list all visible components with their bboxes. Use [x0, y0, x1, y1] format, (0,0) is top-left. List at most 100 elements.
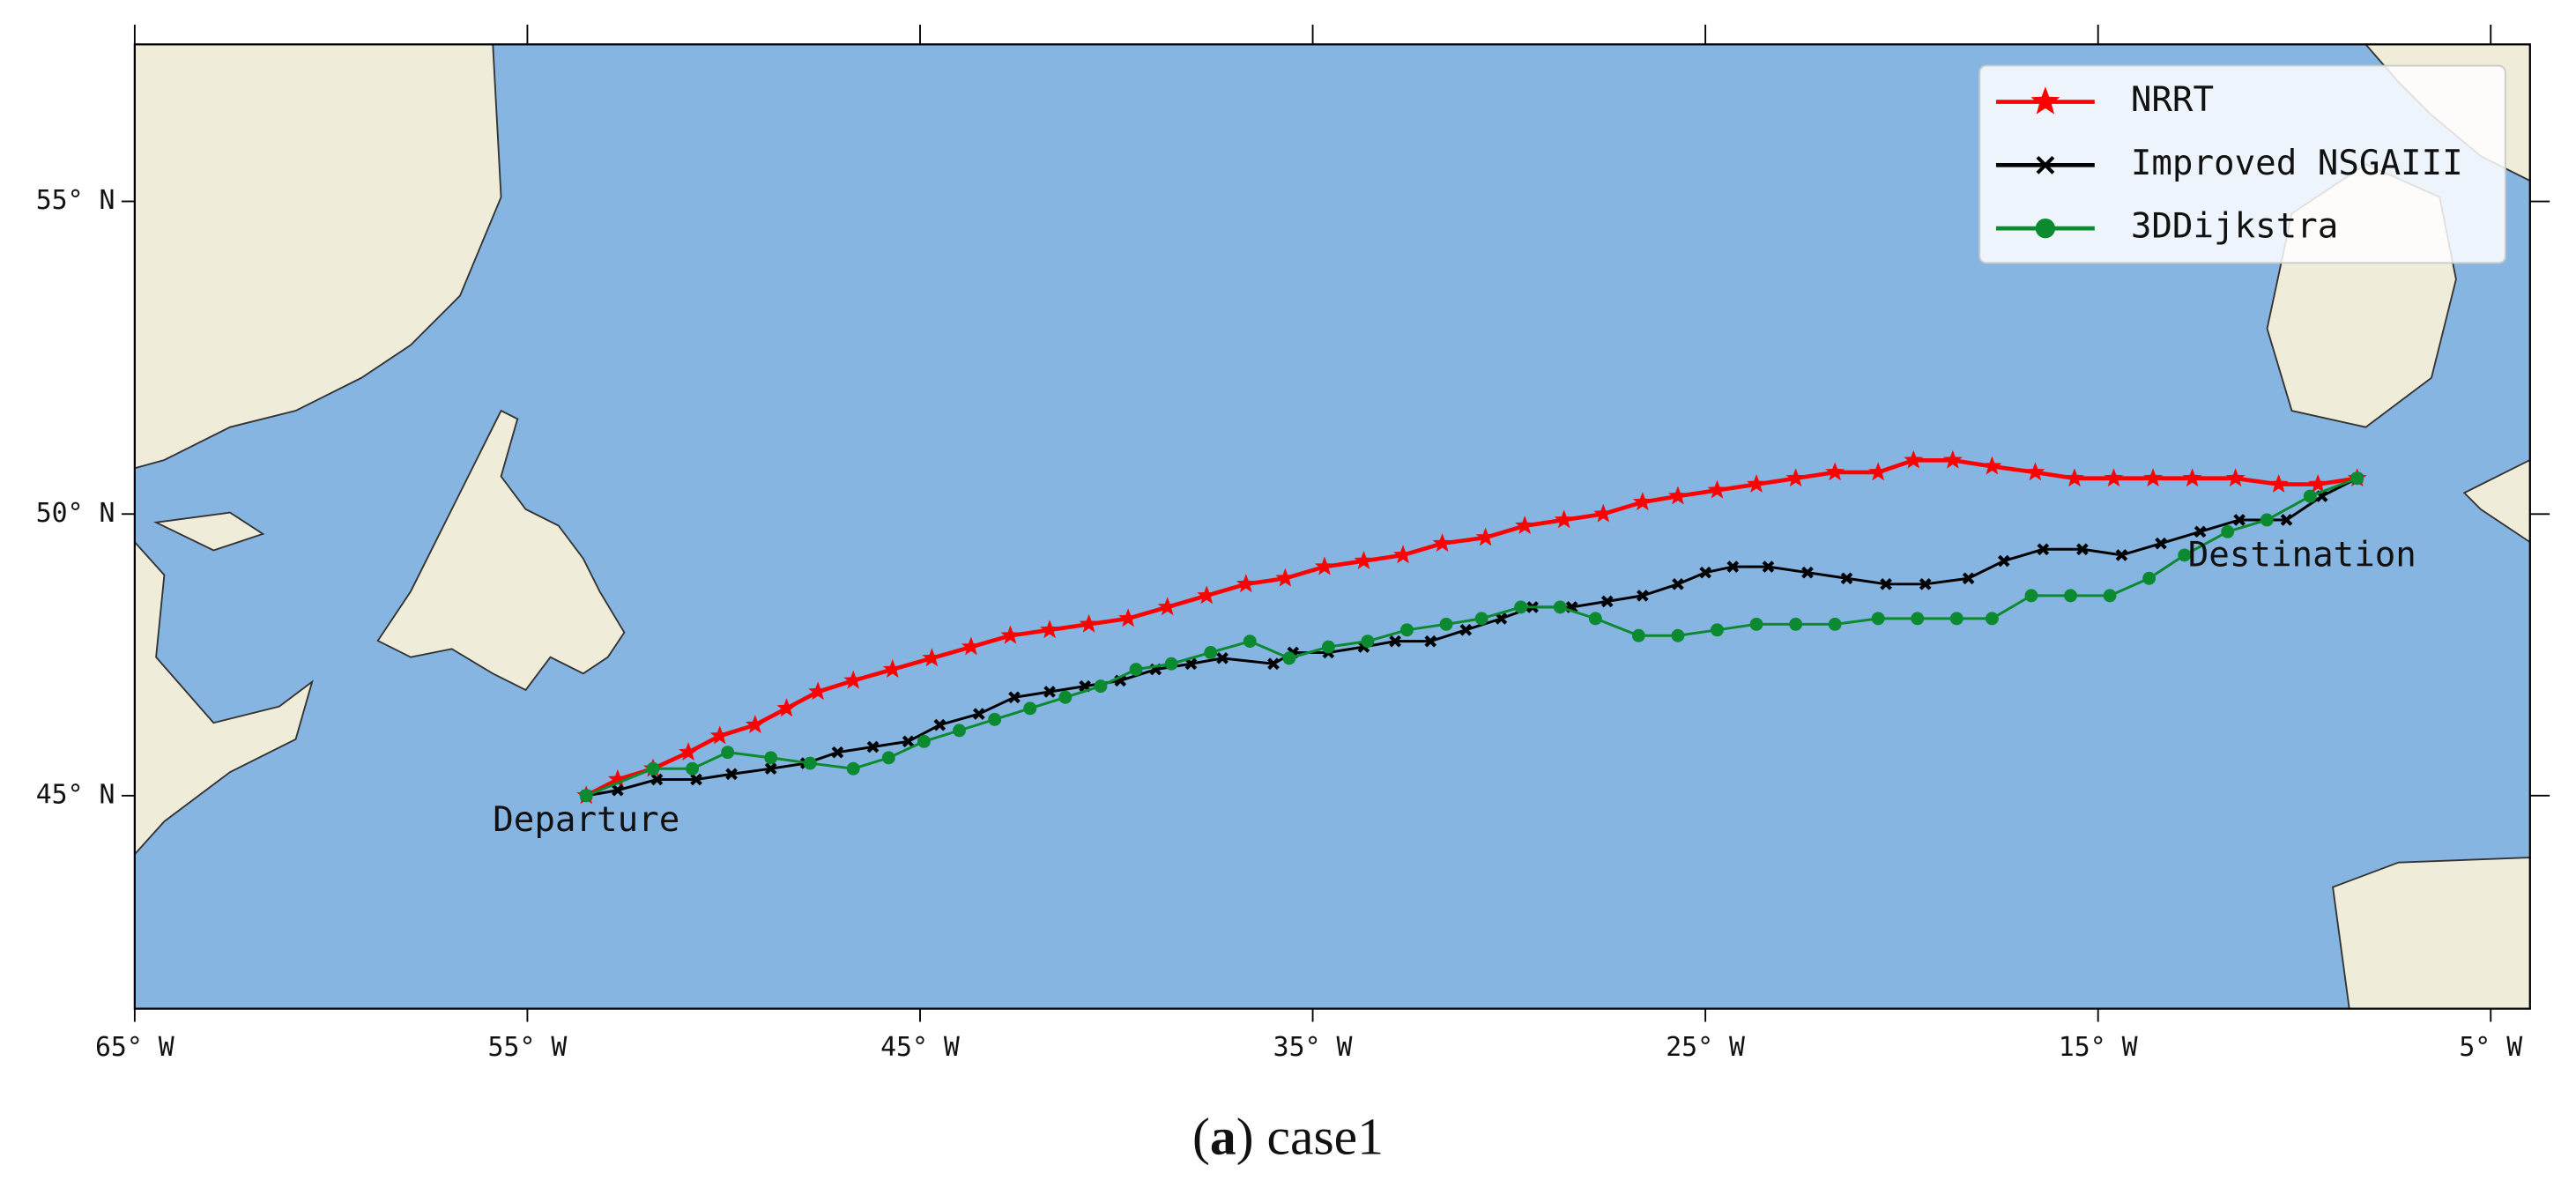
annotation: Departure: [493, 800, 679, 840]
x-marker: [725, 768, 738, 781]
circle-marker: [1514, 600, 1528, 614]
star-marker: [776, 698, 797, 717]
star-marker: [1868, 462, 1889, 481]
x-marker: [1216, 652, 1229, 664]
annotation: Destination: [2188, 536, 2416, 575]
circle-marker: [1400, 623, 1414, 637]
x-marker: [1267, 657, 1280, 671]
x-marker: [1962, 572, 1975, 585]
x-marker: [1600, 595, 1614, 608]
star-marker: [1197, 585, 1217, 605]
x-tick-label: 15° W: [2059, 1032, 2138, 1063]
star-marker: [1236, 574, 1256, 593]
x-marker: [1424, 635, 1437, 648]
x-marker: [1762, 560, 1775, 573]
route-line: [585, 477, 2358, 798]
y-tick-label: 45° N: [36, 779, 115, 810]
x-tick-label: 65° W: [95, 1032, 174, 1063]
circle-marker: [1789, 617, 1803, 631]
x-marker: [1389, 635, 1401, 648]
legend-label: Improved NSGAIII: [2131, 144, 2463, 183]
star-marker: [1354, 550, 1374, 569]
caption: (a) case1: [1192, 1107, 1384, 1165]
star-marker: [1393, 545, 1414, 564]
star-marker: [1554, 509, 1574, 529]
circle-marker: [1129, 663, 1143, 677]
x-marker: [650, 773, 664, 786]
caption-part: (: [1192, 1107, 1210, 1165]
x-marker: [1919, 577, 1932, 590]
star-marker: [1040, 620, 1060, 639]
star-marker: [2025, 462, 2045, 481]
x-marker: [831, 746, 844, 759]
star-marker: [1515, 516, 1535, 535]
star-marker: [1314, 556, 1334, 575]
star-marker: [2030, 86, 2060, 115]
circle-marker: [881, 751, 895, 765]
x-marker: [764, 762, 777, 776]
circle-marker: [1361, 635, 1375, 649]
circle-marker: [2103, 589, 2117, 603]
star-marker: [1632, 492, 1652, 511]
x-marker: [2076, 543, 2089, 556]
circle-marker: [1474, 612, 1488, 626]
star-marker: [1000, 625, 1021, 644]
circle-marker: [1871, 612, 1885, 626]
x-marker: [2155, 537, 2167, 550]
plot-frame: [133, 43, 2531, 1010]
star-marker: [1747, 473, 1767, 493]
star-marker: [1667, 486, 1688, 505]
star-marker: [2182, 468, 2202, 487]
star-marker: [1475, 527, 1496, 546]
circle-marker: [1204, 646, 1218, 659]
x-marker: [933, 718, 947, 731]
circle-marker: [2178, 548, 2192, 562]
star-marker: [607, 768, 627, 788]
x-marker: [1184, 657, 1198, 671]
x-marker: [2115, 549, 2128, 561]
circle-marker: [1671, 628, 1685, 642]
star-marker: [745, 715, 765, 733]
x-marker: [690, 773, 702, 786]
x-marker: [1699, 566, 1711, 579]
x-marker: [1880, 577, 1892, 590]
x-marker: [1801, 566, 1814, 579]
circle-marker: [917, 734, 931, 748]
circle-marker: [1164, 657, 1178, 671]
x-marker: [2194, 525, 2207, 538]
legend-box: [1978, 64, 2506, 264]
circle-marker: [1588, 612, 1602, 626]
star-marker: [1785, 468, 1806, 487]
circle-marker: [1243, 635, 1257, 649]
circle-marker: [2035, 218, 2056, 239]
star-marker: [882, 659, 902, 678]
circle-marker: [579, 789, 593, 803]
star-marker: [1825, 462, 1845, 481]
circle-marker: [764, 751, 778, 765]
circle-marker: [1058, 690, 1073, 704]
star-marker: [1275, 568, 1295, 587]
x-marker: [1672, 577, 1684, 590]
x-marker: [1997, 554, 2010, 568]
circle-marker: [1439, 617, 1453, 631]
x-marker: [1637, 590, 1649, 602]
star-marker: [922, 648, 942, 667]
circle-marker: [2142, 571, 2157, 585]
legend-label: NRRT: [2131, 80, 2214, 120]
circle-marker: [1321, 640, 1335, 654]
star-marker: [2104, 468, 2124, 487]
x-marker: [612, 783, 624, 797]
circle-marker: [2064, 589, 2077, 603]
x-marker: [902, 735, 915, 748]
circle-marker: [1631, 628, 1645, 642]
circle-marker: [2260, 513, 2274, 527]
x-marker: [2233, 514, 2246, 526]
x-marker: [2037, 543, 2050, 556]
circle-marker: [1949, 612, 1964, 626]
star-marker: [679, 742, 699, 761]
circle-marker: [803, 756, 817, 770]
x-tick-label: 5° W: [2459, 1032, 2522, 1063]
x-tick-label: 25° W: [1666, 1032, 1745, 1063]
circle-marker: [1023, 701, 1037, 716]
circle-marker: [646, 761, 660, 776]
